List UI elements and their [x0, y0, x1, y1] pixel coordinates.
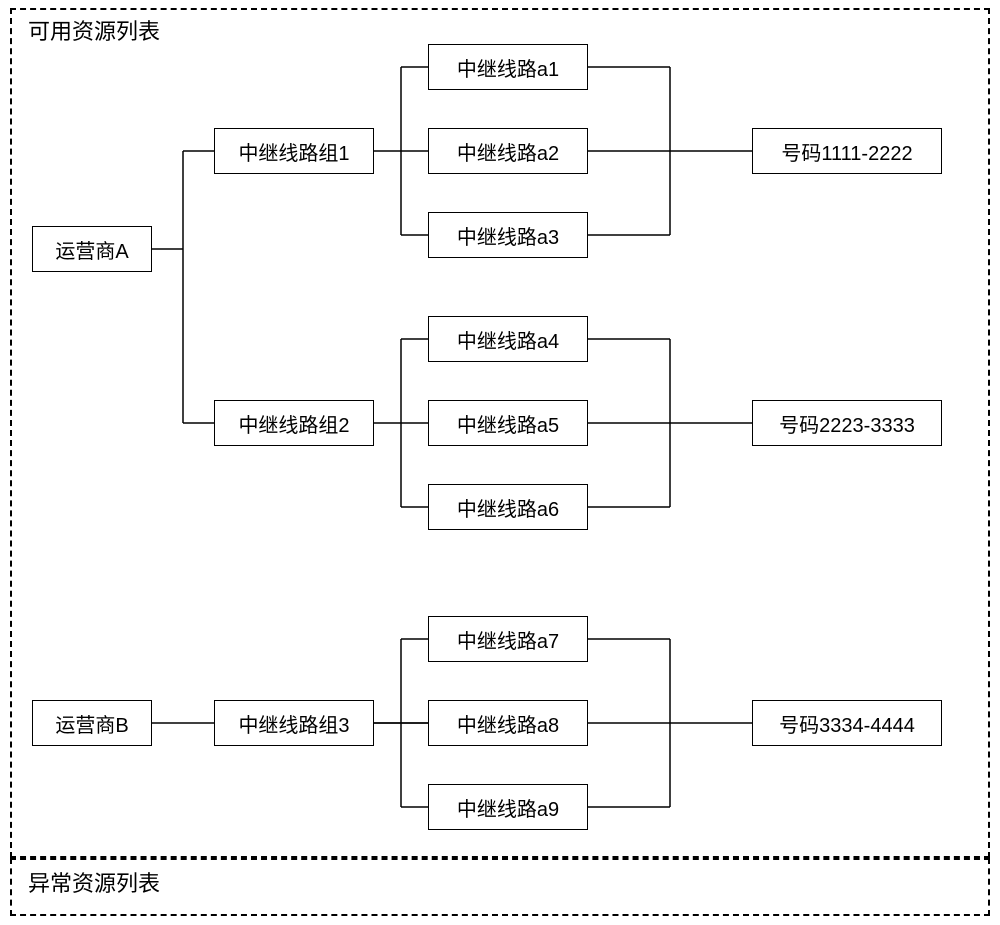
trunk-group-1-node: 中继线路组1	[214, 128, 374, 174]
node-label: 中继线路a6	[457, 493, 559, 522]
trunk-group-3-node: 中继线路组3	[214, 700, 374, 746]
node-label: 中继线路组3	[238, 709, 349, 738]
node-label: 中继线路a9	[457, 793, 559, 822]
node-label: 号码1111-2222	[781, 137, 912, 166]
node-label: 号码3334-4444	[779, 709, 915, 738]
operator-a-node: 运营商A	[32, 226, 152, 272]
node-label: 中继线路a4	[457, 325, 559, 354]
trunk-line-a8-node: 中继线路a8	[428, 700, 588, 746]
node-label: 中继线路a8	[457, 709, 559, 738]
abnormal-resources-label: 异常资源列表	[28, 866, 160, 898]
operator-b-node: 运营商B	[32, 700, 152, 746]
node-label: 运营商A	[55, 235, 128, 264]
node-label: 中继线路a5	[457, 409, 559, 438]
trunk-line-a4-node: 中继线路a4	[428, 316, 588, 362]
node-label: 中继线路a2	[457, 137, 559, 166]
available-resources-label: 可用资源列表	[28, 14, 160, 46]
trunk-group-2-node: 中继线路组2	[214, 400, 374, 446]
number-range-1-node: 号码1111-2222	[752, 128, 942, 174]
trunk-line-a1-node: 中继线路a1	[428, 44, 588, 90]
number-range-3-node: 号码3334-4444	[752, 700, 942, 746]
node-label: 中继线路a1	[457, 53, 559, 82]
node-label: 中继线路a7	[457, 625, 559, 654]
node-label: 中继线路a3	[457, 221, 559, 250]
node-label: 号码2223-3333	[779, 409, 915, 438]
node-label: 运营商B	[55, 709, 128, 738]
node-label: 中继线路组1	[238, 137, 349, 166]
trunk-line-a5-node: 中继线路a5	[428, 400, 588, 446]
number-range-2-node: 号码2223-3333	[752, 400, 942, 446]
trunk-line-a7-node: 中继线路a7	[428, 616, 588, 662]
trunk-line-a9-node: 中继线路a9	[428, 784, 588, 830]
node-label: 中继线路组2	[238, 409, 349, 438]
trunk-line-a3-node: 中继线路a3	[428, 212, 588, 258]
trunk-line-a6-node: 中继线路a6	[428, 484, 588, 530]
trunk-line-a2-node: 中继线路a2	[428, 128, 588, 174]
